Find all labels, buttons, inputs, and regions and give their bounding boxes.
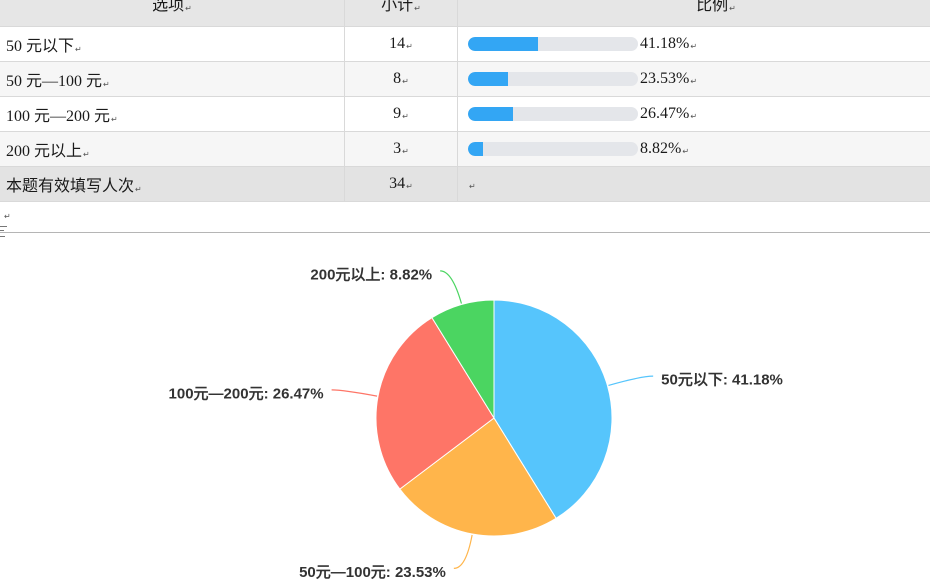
total-ratio-cell <box>458 167 930 201</box>
option-cell: 50 元以下 <box>0 27 345 61</box>
count-value: 3 <box>393 140 409 158</box>
header-option-label: 选项 <box>152 0 192 17</box>
total-count-cell: 34 <box>345 167 458 201</box>
ratio-percent: 23.53% <box>640 70 697 88</box>
count-cell: 14 <box>345 27 458 61</box>
slice-label-2: 50元—100元: 23.53% <box>299 564 446 581</box>
header-cell-option: 选项 <box>0 0 345 26</box>
leader-line-2 <box>453 534 473 569</box>
option-label: 50 元以下 <box>6 32 82 56</box>
count-value: 8 <box>393 70 409 88</box>
option-cell: 100 元—200 元 <box>0 97 345 131</box>
paragraph-mark <box>3 205 11 223</box>
option-label: 50 元—100 元 <box>6 67 110 91</box>
table-header-row: 选项 小计 比例 <box>0 0 930 27</box>
ratio-bar-fill <box>468 37 538 51</box>
pie-chart: 50元以下: 41.18% 50元—100元: 23.53% 100元—200元: … <box>169 266 783 581</box>
total-label: 本题有效填写人次 <box>6 172 142 196</box>
ratio-bar-fill <box>468 72 508 86</box>
header-cell-ratio: 比例 <box>458 0 930 26</box>
pie-slice-2 <box>399 417 557 537</box>
option-label: 100 元—200 元 <box>6 102 118 126</box>
table-row: 50 元—100 元 8 23.53% <box>0 62 930 97</box>
pie-slice-3 <box>375 316 495 490</box>
anchor-mark <box>0 222 8 240</box>
option-label: 200 元以上 <box>6 137 90 161</box>
pie-slices <box>375 299 613 537</box>
ratio-cell: 8.82% <box>458 132 930 166</box>
pie-slice-1 <box>493 299 613 520</box>
table-total-row: 本题有效填写人次 34 <box>0 167 930 202</box>
count-cell: 8 <box>345 62 458 96</box>
results-table: 选项 小计 比例 50 元以下 14 41.18% 50 元—100 元 8 <box>0 0 930 202</box>
header-ratio-label: 比例 <box>696 0 736 17</box>
slice-label-4: 200元以上: 8.82% <box>310 266 432 283</box>
table-row: 100 元—200 元 9 26.47% <box>0 97 930 132</box>
count-cell: 3 <box>345 132 458 166</box>
ratio-cell: 26.47% <box>458 97 930 131</box>
total-count: 34 <box>389 175 413 193</box>
pie-slice-4 <box>431 299 495 420</box>
total-label-cell: 本题有效填写人次 <box>0 167 345 201</box>
ratio-bar-track <box>468 37 638 51</box>
slice-label-1: 50元以下: 41.18% <box>661 372 783 389</box>
count-value: 14 <box>389 35 413 53</box>
ratio-percent: 26.47% <box>640 105 697 123</box>
slice-labels: 50元以下: 41.18% 50元—100元: 23.53% 100元—200元: … <box>169 266 783 581</box>
ratio-cell: 23.53% <box>458 62 930 96</box>
header-cell-count: 小计 <box>345 0 458 26</box>
count-value: 9 <box>393 105 409 123</box>
ratio-bar-track <box>468 72 638 86</box>
option-cell: 50 元—100 元 <box>0 62 345 96</box>
ratio-bar-fill <box>468 107 513 121</box>
empty-cell-mark <box>468 175 476 193</box>
ratio-bar-track <box>468 142 638 156</box>
option-cell: 200 元以上 <box>0 132 345 166</box>
leader-line-3 <box>331 389 378 397</box>
table-row: 50 元以下 14 41.18% <box>0 27 930 62</box>
leader-lines <box>331 270 654 569</box>
leader-line-4 <box>440 270 463 304</box>
ratio-bar-fill <box>468 142 483 156</box>
slice-label-3: 100元—200元: 26.47% <box>169 385 324 402</box>
chart-frame-top-border <box>0 232 930 233</box>
ratio-cell: 41.18% <box>458 27 930 61</box>
ratio-percent: 8.82% <box>640 140 689 158</box>
leader-line-1 <box>608 375 654 387</box>
count-cell: 9 <box>345 97 458 131</box>
table-row: 200 元以上 3 8.82% <box>0 132 930 167</box>
ratio-percent: 41.18% <box>640 35 697 53</box>
ratio-bar-track <box>468 107 638 121</box>
header-count-label: 小计 <box>381 0 421 17</box>
